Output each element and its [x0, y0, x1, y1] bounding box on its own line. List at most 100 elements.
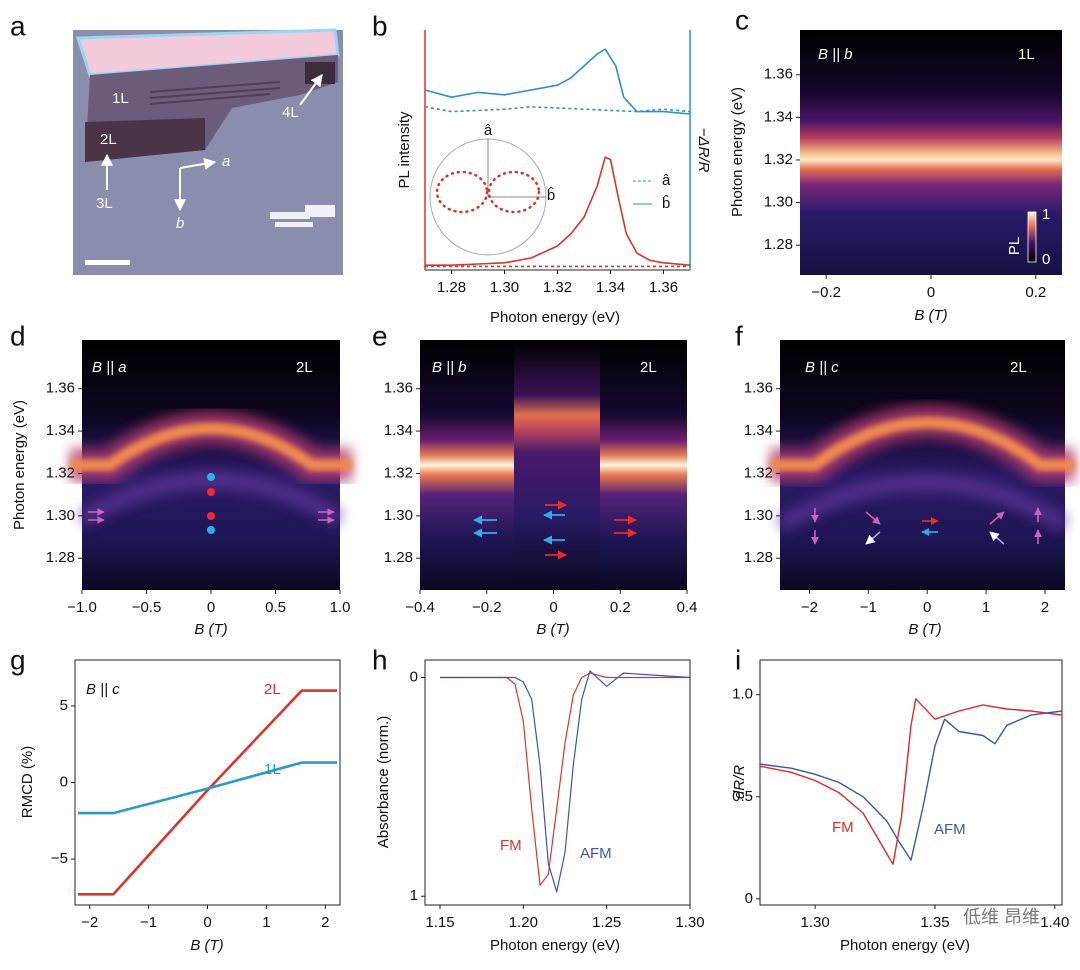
y-axis-label: Photon energy (eV)	[11, 400, 28, 530]
y-tick-label: 0	[410, 668, 418, 685]
y-axis-label: Photon energy (eV)	[729, 87, 746, 217]
x-tick-label: −0.2	[472, 599, 502, 616]
x-tick-label: 0	[549, 599, 557, 616]
panel-label: b	[372, 10, 388, 41]
x-axis-label: Photon energy (eV)	[490, 309, 620, 326]
x-axis-label: Photon energy (eV)	[840, 937, 970, 954]
x-tick-label: 1.40	[1040, 914, 1069, 931]
field-label: B || b	[432, 359, 466, 376]
heatmap	[70, 340, 352, 590]
x-tick-label: −2	[81, 914, 98, 931]
x-tick-label: −0.5	[132, 599, 162, 616]
x-axis-label: B (T)	[914, 307, 947, 324]
series-line	[77, 761, 338, 815]
inset-label: â	[484, 122, 493, 139]
y-tick-label: 1.30	[744, 507, 773, 524]
y-axis-label: Absorbance (norm.)	[375, 716, 392, 849]
y-tick-label: 1.30	[46, 507, 75, 524]
y-tick-label: 1.30	[384, 507, 413, 524]
plot-frame	[424, 659, 691, 906]
layer-label: 2L	[1010, 359, 1027, 376]
panel-label: i	[735, 644, 741, 675]
colorbar	[1027, 211, 1037, 263]
y-tick-label: 1	[410, 887, 418, 904]
x-tick-label: 0.4	[677, 599, 698, 616]
x-axis-label: B (T)	[908, 621, 941, 638]
x-tick-label: −2	[801, 599, 818, 616]
heatmap	[420, 340, 687, 590]
x-tick-label: 0	[203, 914, 211, 931]
y2-axis-label: −ΔR/R	[695, 128, 712, 173]
panel-label: c	[735, 4, 749, 35]
x-tick-label: 0	[927, 284, 935, 301]
legend-label: â	[662, 172, 671, 189]
y-tick-label: 1.36	[46, 380, 75, 397]
x-tick-label: 0	[207, 599, 215, 616]
axis-label: a	[222, 153, 230, 170]
series-line	[425, 156, 691, 266]
y-tick-label: 1.34	[744, 422, 773, 439]
x-tick-label: 1.35	[920, 914, 949, 931]
annotation: 1L	[112, 90, 129, 107]
y-tick-label: 1.34	[764, 108, 793, 125]
annotation: 2L	[100, 131, 117, 148]
colorbar-tick: 1	[1042, 206, 1050, 223]
panel-label: f	[735, 320, 743, 351]
y-axis-label: RMCD (%)	[19, 746, 36, 819]
panel-label: g	[10, 644, 26, 675]
series-line	[424, 48, 691, 115]
colorbar-label: PL	[1006, 237, 1023, 255]
series-label: FM	[832, 819, 854, 836]
x-tick-label: 2	[1041, 599, 1049, 616]
x-tick-label: 1.28	[437, 279, 466, 296]
field-label: B || c	[86, 681, 120, 698]
x-tick-label: 1.0	[330, 599, 351, 616]
x-tick-label: 1.30	[675, 914, 704, 931]
x-tick-label: 0	[923, 599, 931, 616]
x-tick-label: 2	[321, 914, 329, 931]
polar-inset	[429, 138, 547, 256]
layer-label: 1L	[1018, 46, 1035, 63]
series-line	[759, 698, 1063, 865]
y-tick-label: 0	[60, 773, 68, 790]
x-tick-label: 1.36	[649, 279, 678, 296]
x-tick-label: 1.32	[543, 279, 572, 296]
y-axis-label: dR/R	[731, 765, 748, 799]
micrograph	[73, 28, 343, 275]
y-tick-label: 1.28	[384, 549, 413, 566]
x-axis-label: B (T)	[536, 621, 569, 638]
x-tick-label: 1.30	[490, 279, 519, 296]
watermark: 低维 昂维	[963, 907, 1040, 927]
layer-label: 2L	[296, 359, 313, 376]
x-axis-label: B (T)	[194, 621, 227, 638]
y-tick-label: 1.32	[764, 151, 793, 168]
annotation: 3L	[96, 195, 113, 212]
x-tick-label: 0.5	[265, 599, 286, 616]
y-tick-label: 1.0	[732, 686, 753, 703]
x-tick-label: 0.2	[610, 599, 631, 616]
series-label: AFM	[934, 821, 966, 838]
x-tick-label: −1	[860, 599, 877, 616]
legend-label: b̂	[662, 194, 670, 211]
plot-frame	[759, 659, 1063, 906]
x-tick-label: 0.2	[1025, 284, 1046, 301]
panel-label: e	[372, 320, 388, 351]
x-tick-label: 1	[262, 914, 270, 931]
x-tick-label: −0.2	[811, 284, 841, 301]
y-tick-label: 0	[745, 890, 753, 907]
annotation: 4L	[282, 104, 299, 121]
y-axis-label: PL intensity	[396, 111, 413, 188]
y-tick-label: 5	[60, 697, 68, 714]
x-tick-label: 1.30	[801, 914, 830, 931]
axis-label: b	[176, 215, 184, 232]
x-tick-label: 1.25	[592, 914, 621, 931]
y-tick-label: −5	[51, 850, 68, 867]
heatmap	[800, 30, 1062, 275]
series-label: 2L	[264, 681, 281, 698]
y-tick-label: 1.36	[384, 380, 413, 397]
series-line	[440, 670, 691, 893]
y-tick-label: 0.5	[732, 788, 753, 805]
field-label: B || b	[818, 46, 852, 63]
y-tick-label: 1.36	[744, 380, 773, 397]
